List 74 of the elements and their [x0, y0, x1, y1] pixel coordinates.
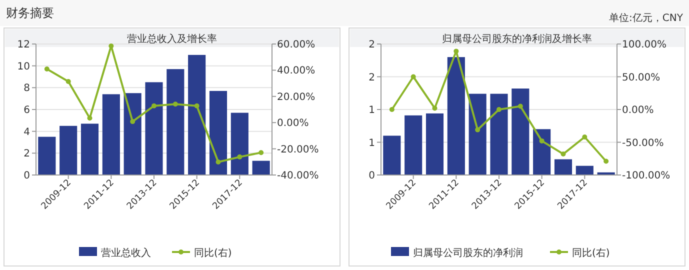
point [87, 116, 92, 121]
text: 财务摘要 [6, 6, 54, 20]
y-tick-label: 1 [368, 105, 375, 116]
y2-tick-label: 20.00% [277, 92, 316, 103]
bar [533, 129, 551, 175]
point [560, 152, 566, 157]
y-tick-label: 6 [24, 105, 30, 116]
point [152, 103, 156, 108]
chart-title: 营业总收入及增长率 [127, 33, 217, 45]
y2-tick-label: 0.00% [622, 105, 654, 116]
y-tick-label: 0 [368, 170, 375, 182]
legend-label: 归属母公司股东的净利润 [413, 247, 523, 259]
point [130, 119, 136, 124]
point [582, 134, 588, 140]
bar [404, 115, 422, 175]
bar [576, 166, 594, 175]
point [258, 150, 264, 156]
bar [383, 136, 401, 175]
legend-label: 同比(右) [194, 247, 232, 259]
y2-tick-label: 0.00% [277, 118, 309, 130]
y2-tick-label: 60.00% [277, 40, 316, 50]
bar [166, 69, 184, 175]
point [237, 154, 242, 160]
point [604, 158, 609, 164]
point [389, 107, 394, 112]
legend-label: 营业总收入 [101, 247, 151, 259]
y-tick-label: 2 [368, 72, 375, 84]
bar [426, 113, 444, 175]
y-tick-label: 12 [17, 40, 30, 50]
bar [102, 94, 120, 175]
point [216, 160, 221, 165]
point [194, 103, 200, 108]
point [496, 107, 502, 112]
point [432, 106, 438, 111]
chart-title: 归属母公司股东的净利润及增长率 [442, 33, 592, 45]
y-tick-label: 2 [24, 148, 30, 160]
y2-tick-label: -100.00% [622, 170, 670, 182]
bar [447, 57, 465, 175]
y2-tick-label: -20.00% [277, 144, 319, 156]
point [539, 138, 544, 144]
point [44, 66, 50, 72]
point [410, 74, 416, 80]
bar [60, 126, 78, 175]
bar [80, 124, 99, 175]
bar [38, 136, 56, 175]
text: 单位:亿元，CNY [609, 12, 684, 24]
point [518, 104, 523, 109]
y2-tick-label: 40.00% [277, 66, 316, 77]
bar [490, 94, 508, 175]
point [66, 78, 71, 84]
legend-label: 同比(右) [572, 247, 610, 259]
y2-tick-label: 100.00% [622, 40, 666, 50]
y-tick-label: 2 [368, 40, 375, 50]
bar [512, 88, 530, 175]
y2-tick-label: 50.00% [622, 72, 660, 84]
y2-tick-label: -40.00% [277, 170, 319, 182]
y-tick-label: 1 [368, 138, 375, 149]
point [475, 127, 480, 132]
bar [554, 159, 572, 175]
bar [188, 54, 206, 175]
point [172, 102, 178, 107]
point [108, 43, 114, 48]
y2-tick-label: -50.00% [622, 138, 664, 149]
bar [468, 94, 486, 175]
y-tick-label: 8 [24, 83, 30, 94]
y-tick-label: 4 [24, 126, 30, 138]
y-tick-label: 10 [17, 61, 30, 72]
bar [230, 112, 248, 175]
y-tick-label: 0 [24, 170, 30, 182]
point [454, 48, 459, 54]
bar [209, 90, 228, 175]
bar [145, 82, 163, 175]
bar [252, 160, 270, 175]
bar [124, 93, 142, 175]
